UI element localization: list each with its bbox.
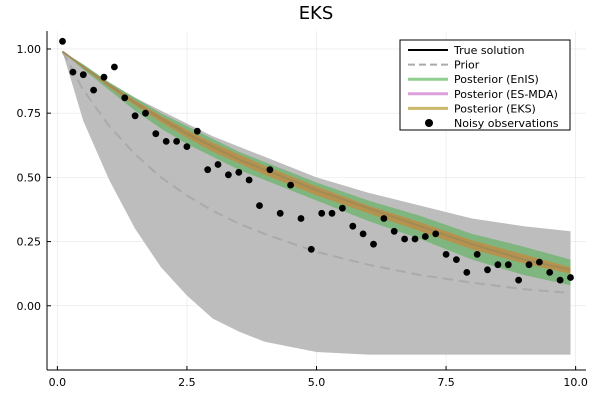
- chart-title: EKS: [299, 3, 334, 24]
- observation-point: [504, 261, 512, 269]
- y-tick-label: 1.00: [17, 43, 42, 56]
- observation-point: [380, 215, 388, 222]
- legend-swatch: [425, 119, 433, 127]
- observation-point: [318, 209, 326, 217]
- observation-point: [349, 222, 357, 230]
- observation-point: [297, 215, 305, 222]
- observation-point: [473, 251, 481, 258]
- observation-point: [152, 130, 160, 138]
- legend-label: Noisy observations: [454, 117, 559, 130]
- observation-point: [256, 202, 263, 210]
- observation-point: [328, 209, 336, 217]
- observation-point: [204, 166, 212, 174]
- y-tick-label: 0.00: [17, 300, 42, 313]
- observation-point: [546, 269, 554, 276]
- true-solution-line: [61, 50, 571, 271]
- observation-point: [556, 276, 564, 284]
- observation-point: [121, 94, 129, 102]
- posterior-enis-band: [62, 51, 571, 286]
- y-tick-label: 0.25: [17, 236, 42, 249]
- x-tick-label: 0.0: [49, 376, 67, 389]
- observation-point: [173, 138, 181, 145]
- observation-point: [390, 227, 398, 235]
- legend-label: Posterior (EnIS): [454, 73, 539, 86]
- x-tick-label: 2.5: [178, 376, 196, 389]
- observation-point: [193, 127, 201, 135]
- legend-label: Posterior (ES-MDA): [454, 88, 558, 101]
- observation-point: [183, 143, 191, 151]
- observation-point: [432, 230, 440, 238]
- observation-point: [287, 181, 294, 189]
- observation-point: [421, 233, 429, 240]
- observation-point: [131, 112, 139, 120]
- legend-label: Posterior (EKS): [454, 102, 536, 115]
- line-layer: [61, 50, 571, 294]
- observation-point: [339, 204, 346, 212]
- observation-point: [494, 261, 502, 269]
- observation-point: [235, 168, 243, 176]
- observation-point: [411, 235, 419, 243]
- observation-point: [567, 274, 574, 281]
- legend-label: True solution: [453, 44, 524, 57]
- observation-point: [162, 138, 170, 145]
- observation-point: [453, 256, 460, 263]
- observation-point: [59, 37, 66, 45]
- observation-point: [370, 240, 377, 248]
- observation-point: [69, 68, 77, 76]
- observation-point: [484, 266, 491, 274]
- legend-label: Prior: [454, 59, 480, 72]
- observation-point: [359, 230, 367, 238]
- observation-point: [536, 258, 543, 266]
- y-tick-label: 0.50: [17, 171, 42, 184]
- point-layer: [59, 37, 574, 284]
- observation-point: [245, 176, 253, 184]
- legend-box: [399, 39, 571, 131]
- axis-layer: 0.0 2.5 5.0 7.5 10.0 0.00 0.25 0.50 0.75 1.00: [17, 31, 588, 389]
- observation-point: [307, 245, 315, 253]
- x-tick-label: 5.0: [308, 376, 326, 389]
- observation-point: [142, 109, 149, 117]
- observation-point: [90, 86, 97, 94]
- observation-point: [100, 73, 108, 81]
- observation-point: [515, 276, 522, 284]
- observation-point: [525, 261, 533, 269]
- observation-point: [111, 63, 118, 71]
- observation-point: [214, 161, 222, 168]
- x-tick-label: 7.5: [437, 376, 455, 389]
- observation-point: [79, 71, 87, 79]
- x-tick-label: 10.0: [563, 376, 588, 389]
- observation-point: [225, 171, 232, 179]
- y-tick-label: 0.75: [17, 107, 42, 120]
- observation-point: [266, 166, 274, 174]
- prior-mean-line: [61, 51, 571, 294]
- observation-point: [276, 209, 284, 217]
- observation-point: [463, 269, 471, 276]
- observation-point: [442, 251, 450, 258]
- observation-point: [401, 235, 408, 243]
